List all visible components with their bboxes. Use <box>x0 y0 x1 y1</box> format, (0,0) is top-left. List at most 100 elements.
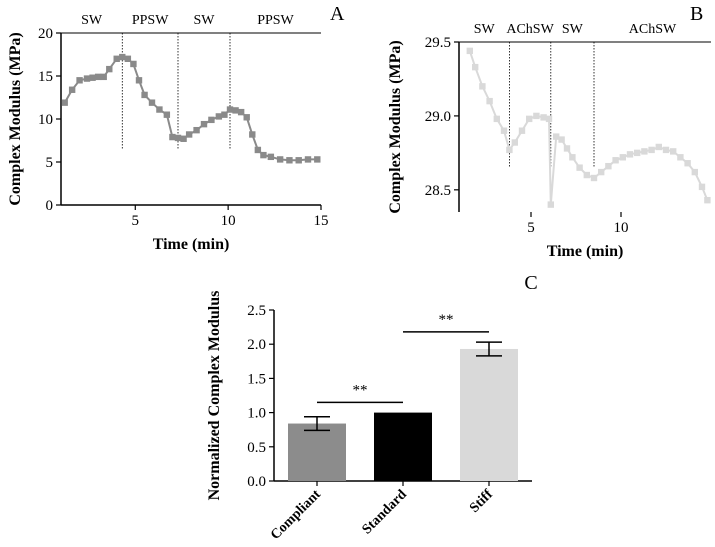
region-label: SW <box>194 13 216 28</box>
data-point <box>691 168 698 176</box>
data-point <box>119 53 126 61</box>
data-point <box>61 99 68 106</box>
data-point <box>76 77 83 84</box>
panel-letter: C <box>524 272 537 294</box>
y-tick-label: 2.5 <box>247 303 266 319</box>
data-point <box>174 134 182 142</box>
data-point <box>511 139 518 146</box>
data-point <box>704 196 711 204</box>
data-point <box>698 183 706 191</box>
data-point <box>553 133 560 140</box>
data-point <box>648 146 655 154</box>
data-point <box>185 131 193 138</box>
data-point <box>479 83 486 90</box>
y-tick-label: 1.0 <box>247 406 266 422</box>
data-point <box>130 60 137 68</box>
data-point <box>249 131 256 138</box>
region-label: SW <box>81 13 103 28</box>
data-point <box>655 143 662 151</box>
bar <box>460 348 518 481</box>
y-tick-label: 0 <box>46 198 54 214</box>
data-point <box>100 73 107 81</box>
panel-letter: B <box>690 3 703 25</box>
significance-label: ** <box>353 382 368 398</box>
data-point <box>641 148 648 155</box>
x-axis-title: Time (min) <box>153 236 230 253</box>
x-tick-label: 5 <box>527 220 535 236</box>
panel-a: 0 5 10 15 20 5 10 15 SW PPSW SW PPSW Time (min) Compl… <box>7 3 345 253</box>
data-point <box>563 145 571 152</box>
data-point <box>237 108 245 116</box>
data-point <box>466 47 473 55</box>
data-point <box>598 168 605 176</box>
region-label: PPSW <box>132 13 169 28</box>
region-label: PPSW <box>257 13 294 28</box>
y-axis-title: Normalized Complex Modulus <box>206 291 223 501</box>
region-label: AChSW <box>629 22 677 37</box>
data-point <box>276 156 284 163</box>
data-point <box>569 154 576 161</box>
data-point <box>619 154 626 161</box>
data-point <box>540 114 547 121</box>
y-tick-label: 15 <box>38 69 53 85</box>
data-point <box>135 77 143 84</box>
series-line <box>63 56 318 162</box>
panel-c: 0.0 0.5 1.0 1.5 2.0 2.5 Compliant Standard Stiff… <box>206 272 538 543</box>
data-point <box>626 151 634 158</box>
data-point <box>267 153 275 161</box>
data-point <box>506 146 513 154</box>
data-point <box>180 135 187 142</box>
data-point <box>472 63 479 71</box>
data-point <box>493 115 500 123</box>
region-label: AChSW <box>506 22 554 37</box>
y-tick-label: 28.5 <box>425 183 451 199</box>
data-point <box>583 171 590 179</box>
region-label: SW <box>474 22 496 37</box>
y-axis-title: Complex Modulus (MPa) <box>387 40 404 213</box>
data-point <box>141 91 148 99</box>
data-point <box>232 107 239 114</box>
data-point <box>106 65 113 73</box>
data-point <box>169 133 176 141</box>
x-tick-label: 10 <box>614 220 629 236</box>
data-point <box>500 127 508 134</box>
data-point <box>670 148 677 155</box>
data-point <box>677 154 684 161</box>
y-tick-label: 2.0 <box>247 337 266 353</box>
data-point <box>662 146 670 154</box>
data-point <box>260 151 267 159</box>
data-point <box>113 55 120 62</box>
data-point <box>314 156 321 163</box>
y-tick-label: 10 <box>38 112 53 128</box>
data-point <box>558 136 565 143</box>
data-point <box>518 127 526 134</box>
y-tick-label: 29.0 <box>425 109 451 125</box>
data-point <box>226 106 234 113</box>
data-point <box>208 116 215 124</box>
y-tick-label: 20 <box>38 26 53 42</box>
data-point <box>148 99 156 106</box>
data-point <box>94 73 102 81</box>
y-tick-label: 0.0 <box>247 474 266 490</box>
bar <box>288 423 346 481</box>
data-point <box>286 157 293 164</box>
y-tick-label: 1.5 <box>247 371 266 387</box>
data-point <box>486 97 493 105</box>
data-point <box>684 160 691 167</box>
data-point <box>83 75 91 82</box>
x-tick-label: 10 <box>221 213 236 229</box>
data-point <box>547 201 554 208</box>
data-point <box>193 126 200 134</box>
data-point <box>124 55 132 62</box>
data-point <box>254 146 262 154</box>
data-point <box>634 149 641 157</box>
data-point <box>533 112 540 120</box>
data-point <box>243 114 250 121</box>
data-point <box>612 157 619 164</box>
category-label: Compliant <box>268 487 324 543</box>
y-axis-title: Complex Modulus (MPa) <box>7 32 24 205</box>
data-point <box>200 120 208 128</box>
data-point <box>221 111 228 118</box>
data-point <box>545 115 553 123</box>
